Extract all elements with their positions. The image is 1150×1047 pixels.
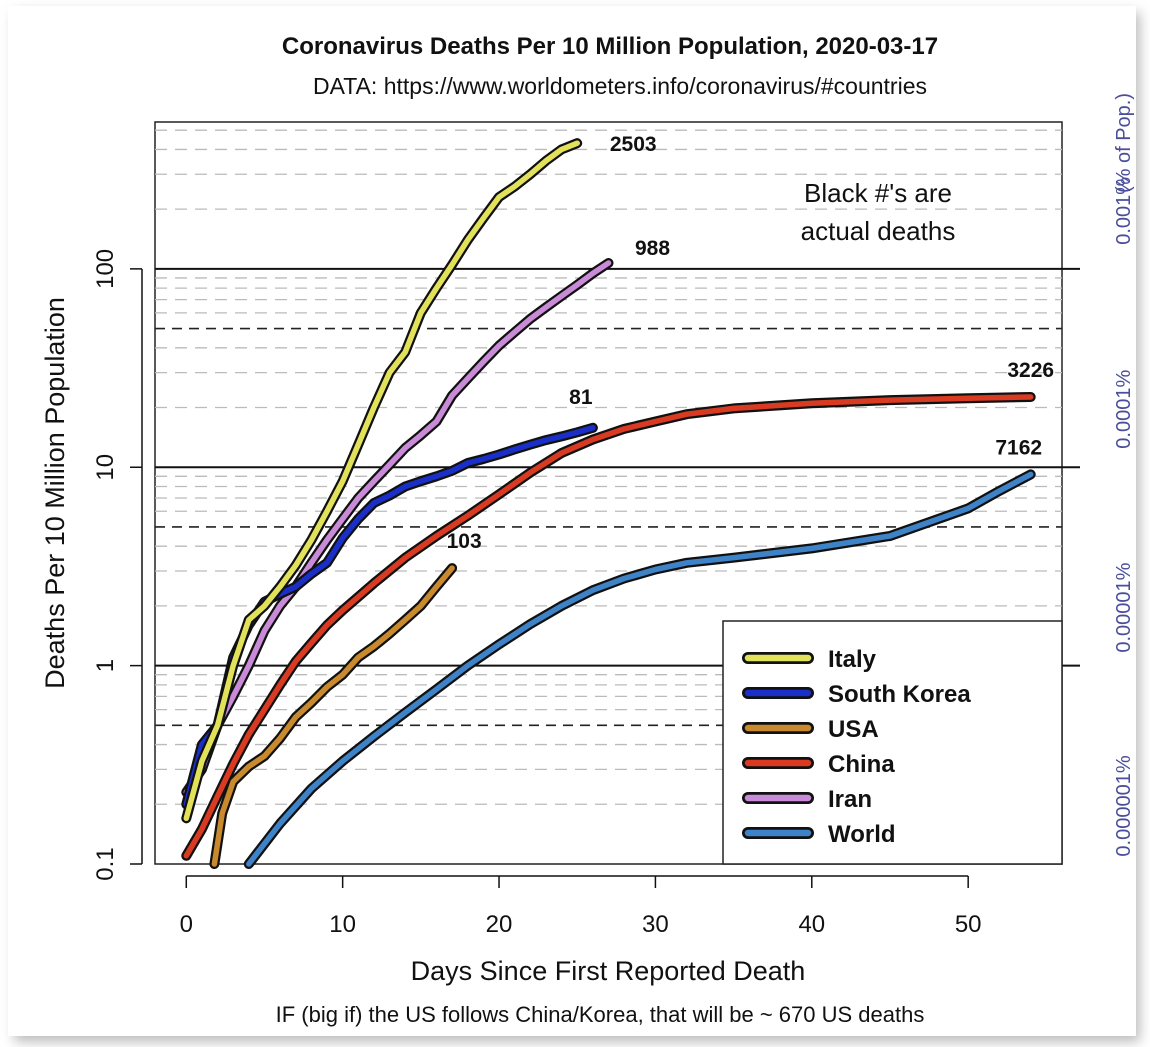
right-tick-label: 0.0001%: [1113, 370, 1135, 449]
legend-label: World: [828, 821, 896, 848]
y-axis-title: Deaths Per 10 Million Population: [40, 297, 70, 689]
legend-item-south-korea: South Korea: [742, 681, 971, 708]
x-tick-label: 40: [798, 911, 825, 938]
footnote: IF (big if) the US follows China/Korea, …: [276, 1002, 925, 1027]
annotation-line-1: Black #'s are: [804, 178, 952, 208]
series-line-china: [183, 394, 1034, 859]
y-axis: 0.1 1 10 100: [92, 249, 143, 881]
legend-item-iran: Iran: [742, 786, 872, 813]
legend-label: Iran: [828, 786, 872, 813]
end-label-usa: 103: [447, 530, 482, 553]
x-axis-title: Days Since First Reported Death: [411, 956, 806, 986]
legend: Italy South Korea USA China Iran World: [722, 620, 1063, 865]
x-tick-label: 0: [180, 911, 193, 938]
y-tick-label: 100: [92, 249, 119, 289]
legend-label: USA: [828, 716, 879, 743]
legend-label: China: [828, 751, 895, 778]
right-tick-label: 0.000001%: [1113, 755, 1135, 856]
x-axis: 0 10 20 30 40 50: [180, 875, 982, 938]
legend-item-italy: Italy: [742, 646, 877, 673]
y-tick-label: 0.1: [92, 847, 119, 880]
series-layer: [181, 138, 1036, 869]
end-label-south-korea: 81: [569, 386, 593, 409]
x-tick-label: 10: [329, 911, 356, 938]
series-line-world: [246, 471, 1034, 867]
legend-item-usa: USA: [742, 716, 879, 743]
series-world: [243, 469, 1036, 869]
end-label-iran: 988: [635, 237, 670, 260]
series-line-usa: [211, 565, 455, 867]
legend-items: Italy South Korea USA China Iran World: [742, 646, 971, 848]
series-iran: [181, 258, 614, 798]
end-label-china: 3226: [1007, 359, 1054, 382]
series-line-italy: [183, 140, 580, 822]
annotation-line-2: actual deaths: [801, 216, 956, 246]
series-line-iran: [183, 260, 612, 795]
legend-label: Italy: [828, 646, 877, 673]
end-label-world: 7162: [995, 436, 1042, 459]
chart-title: Coronavirus Deaths Per 10 Million Popula…: [282, 33, 938, 60]
series-italy: [181, 138, 583, 824]
right-tick-label: 0.001%: [1113, 177, 1135, 245]
x-tick-label: 30: [642, 911, 669, 938]
legend-item-world: World: [742, 821, 896, 848]
end-labels: 7162 3226 103 988 81 2503: [447, 133, 1054, 553]
legend-label: South Korea: [828, 681, 971, 708]
series-usa: [209, 563, 458, 869]
right-axis: 0.000001% 0.00001% 0.0001% 0.001%: [1113, 177, 1135, 857]
y-tick-label: 10: [92, 454, 119, 481]
y-tick-label: 1: [92, 659, 119, 672]
x-tick-label: 20: [486, 911, 513, 938]
right-tick-label: 0.00001%: [1113, 562, 1135, 652]
series-china: [181, 392, 1036, 861]
chart-subtitle: DATA: https://www.worldometers.info/coro…: [313, 73, 927, 99]
legend-item-china: China: [742, 751, 895, 778]
right-axis-title: (% of Pop.): [1113, 93, 1135, 193]
end-label-italy: 2503: [610, 133, 657, 156]
x-tick-label: 50: [955, 911, 982, 938]
